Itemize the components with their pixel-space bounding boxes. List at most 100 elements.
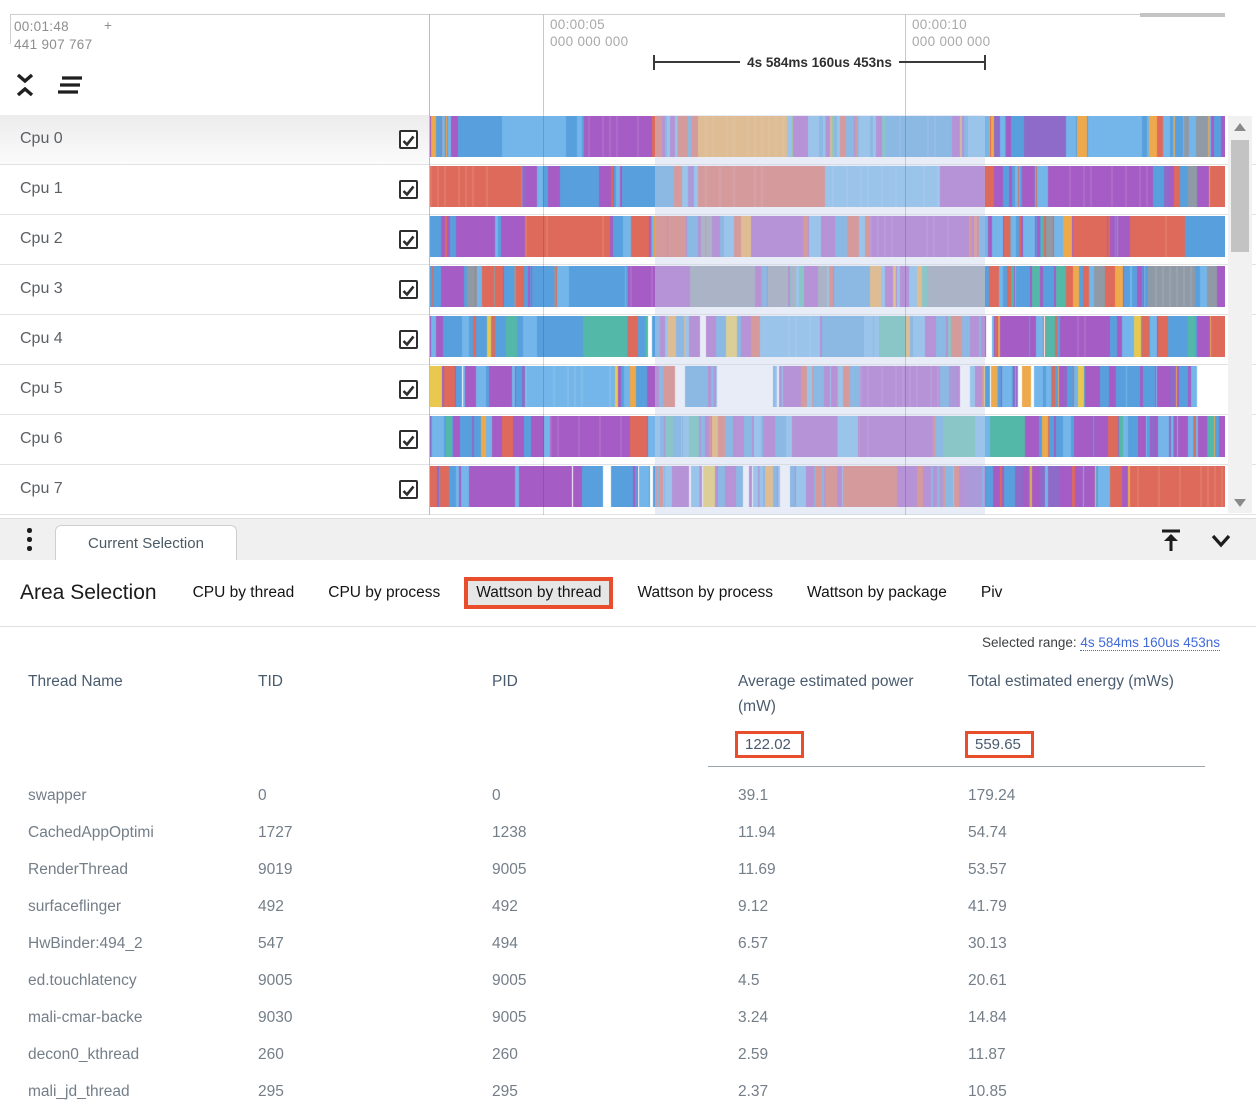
origin-plus-sign: + [104, 18, 112, 33]
cpu-track-row[interactable]: Cpu 1 [0, 165, 1256, 215]
tab-wattson-by-process[interactable]: Wattson by process [627, 577, 783, 609]
cell-tid: 295 [258, 1083, 284, 1100]
tab-cpu-by-thread[interactable]: CPU by thread [183, 577, 305, 609]
selected-range-readout: Selected range: 4s 584ms 160us 453ns [982, 635, 1220, 651]
cpu-checkbox[interactable] [399, 430, 418, 449]
cell-avg: 3.24 [738, 1009, 769, 1026]
tab-cpu-by-process[interactable]: CPU by process [318, 577, 450, 609]
cell-total: 30.13 [968, 935, 1007, 952]
tab-piv[interactable]: Piv [971, 577, 1013, 609]
track-label-cell: Cpu 2 [0, 215, 429, 264]
tracks-scrollbar[interactable] [1228, 116, 1252, 513]
cell-avg: 2.37 [738, 1083, 769, 1100]
table-row: RenderThread 9019 9005 11.69 53.57 [0, 851, 1256, 888]
tick-label: 00:00:05 000 000 000 [550, 17, 629, 49]
column-header-tid[interactable]: TID [258, 673, 283, 690]
cpu-checkbox[interactable] [399, 130, 418, 149]
selected-range-marker: 4s 584ms 160us 453ns [653, 54, 986, 70]
cpu-checkbox[interactable] [399, 480, 418, 499]
cpu-track-row[interactable]: Cpu 0 [0, 115, 1256, 165]
cpu-sched-track[interactable] [430, 166, 1225, 207]
track-label-cell: Cpu 7 [0, 465, 429, 514]
cpu-sched-track[interactable] [430, 366, 1225, 407]
cpu-sched-track[interactable] [430, 116, 1225, 157]
column-header-total-energy[interactable]: Total estimated energy (mWs) [968, 673, 1174, 690]
cell-name: HwBinder:494_2 [28, 935, 143, 952]
totals-row: 122.02 559.65 [0, 731, 1256, 761]
cpu-track-row[interactable]: Cpu 7 [0, 465, 1256, 515]
cell-pid: 9005 [492, 861, 527, 878]
cpu-checkbox[interactable] [399, 230, 418, 249]
cell-pid: 1238 [492, 824, 527, 841]
cpu-track-row[interactable]: Cpu 5 [0, 365, 1256, 415]
wattson-thread-table: Selected range: 4s 584ms 160us 453ns Thr… [0, 627, 1256, 1118]
scroll-up-arrow-icon[interactable] [1234, 123, 1246, 131]
table-row: CachedAppOptimi 1727 1238 11.94 54.74 [0, 814, 1256, 851]
cell-pid: 9005 [492, 1009, 527, 1026]
cpu-track-row[interactable]: Cpu 4 [0, 315, 1256, 365]
track-gridline [905, 115, 906, 515]
range-marker-line-right [898, 61, 984, 63]
table-row: HwBinder:494_2 547 494 6.57 30.13 [0, 925, 1256, 962]
column-header-pid[interactable]: PID [492, 673, 518, 690]
cpu-tracks-viewport: Cpu 0 Cpu 1 Cpu 2 Cpu 3 Cpu 4 Cpu 5 Cpu 6 Cpu 7 [0, 115, 1256, 515]
cpu-track-label: Cpu 5 [20, 380, 63, 397]
tick-label: 00:00:10 000 000 000 [912, 17, 991, 49]
cell-avg: 2.59 [738, 1046, 769, 1063]
cpu-track-row[interactable]: Cpu 6 [0, 415, 1256, 465]
cpu-checkbox[interactable] [399, 280, 418, 299]
expand-panel-icon[interactable] [1158, 527, 1184, 553]
cell-pid: 494 [492, 935, 518, 952]
table-row: mali-cmar-backe 9030 9005 3.24 14.84 [0, 999, 1256, 1036]
cpu-sched-track[interactable] [430, 466, 1225, 507]
range-marker-left-tick [653, 54, 655, 70]
track-filter-icon[interactable] [56, 72, 82, 98]
cpu-track-label: Cpu 4 [20, 330, 63, 347]
table-row: decon0_kthread 260 260 2.59 11.87 [0, 1036, 1256, 1073]
cell-total: 20.61 [968, 972, 1007, 989]
total-avg-power-value: 122.02 [735, 731, 804, 758]
tab-wattson-by-thread[interactable]: Wattson by thread [464, 577, 614, 609]
cpu-sched-track[interactable] [430, 216, 1225, 257]
cpu-track-label: Cpu 7 [20, 480, 63, 497]
scroll-down-arrow-icon[interactable] [1234, 499, 1246, 507]
tab-current-selection[interactable]: Current Selection [55, 525, 237, 561]
cpu-track-label: Cpu 1 [20, 180, 63, 197]
cell-tid: 0 [258, 787, 267, 804]
collapse-panel-chevron-icon[interactable] [1208, 527, 1234, 553]
cpu-track-label: Cpu 6 [20, 430, 63, 447]
cpu-checkbox[interactable] [399, 180, 418, 199]
track-gridline [543, 115, 544, 515]
tracks-scrollbar-thumb[interactable] [1231, 140, 1249, 252]
collapse-tracks-icon[interactable] [14, 72, 38, 98]
cpu-sched-track[interactable] [430, 266, 1225, 307]
cell-total: 10.85 [968, 1083, 1007, 1100]
cpu-checkbox[interactable] [399, 330, 418, 349]
selected-range-value[interactable]: 4s 584ms 160us 453ns [1080, 635, 1220, 651]
table-row: surfaceflinger 492 492 9.12 41.79 [0, 888, 1256, 925]
cell-avg: 9.12 [738, 898, 769, 915]
table-row: swapper 0 0 39.1 179.24 [0, 777, 1256, 814]
cell-name: ed.touchlatency [28, 972, 137, 989]
tab-wattson-by-package[interactable]: Wattson by package [797, 577, 957, 609]
ruler-top-border [10, 14, 1225, 15]
cpu-sched-track[interactable] [430, 416, 1225, 457]
kebab-menu-icon[interactable] [16, 526, 42, 554]
cpu-track-label: Cpu 2 [20, 230, 63, 247]
cpu-checkbox[interactable] [399, 380, 418, 399]
cpu-track-row[interactable]: Cpu 2 [0, 215, 1256, 265]
cell-total: 54.74 [968, 824, 1007, 841]
column-header-avg-power[interactable]: Average estimated power (mW) [738, 673, 914, 715]
cell-tid: 9019 [258, 861, 293, 878]
cpu-track-label: Cpu 0 [20, 130, 63, 147]
track-label-cell: Cpu 0 [0, 115, 429, 164]
column-header-thread-name[interactable]: Thread Name [28, 673, 123, 690]
cpu-track-label: Cpu 3 [20, 280, 63, 297]
cell-total: 41.79 [968, 898, 1007, 915]
timeline-ruler: 00:01:48 441 907 767 + 00:00:05 000 000 0… [0, 0, 1256, 115]
viewport-handle[interactable] [1140, 13, 1225, 17]
cell-avg: 39.1 [738, 787, 769, 804]
cpu-sched-track[interactable] [430, 316, 1225, 357]
cpu-track-row[interactable]: Cpu 3 [0, 265, 1256, 315]
